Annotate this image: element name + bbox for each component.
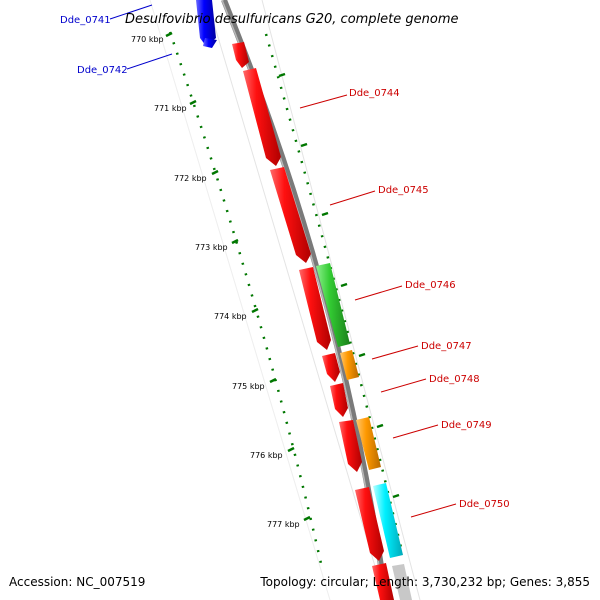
leader-line-dde-0750 [410,503,457,518]
major-tick [287,446,295,453]
gene-label-dde-0747[interactable]: Dde_0747 [421,341,472,352]
gene-label-dde-0741[interactable]: Dde_0741 [60,15,111,26]
scale-labels: 770 kbp 771 kbp 772 kbp 773 kbp 774 kbp … [131,35,300,529]
gene-dde-0741-arrow[interactable] [203,38,217,48]
scale-label-777: 777 kbp [267,520,300,529]
tick-track-inner [168,31,324,569]
leader-line-dde-0748 [380,378,427,393]
major-tick [321,211,329,217]
scale-label-772: 772 kbp [174,174,207,183]
major-tick [231,238,239,245]
major-tick [300,142,308,148]
gene-gray-arrow[interactable] [392,564,412,600]
gene-label-dde-0748[interactable]: Dde_0748 [429,374,480,385]
gene-label-dde-0744[interactable]: Dde_0744 [349,88,400,99]
gene-label-dde-0746[interactable]: Dde_0746 [405,280,456,291]
leader-line-dde-0747 [371,345,419,360]
gene-orange-arrow[interactable] [340,350,359,380]
major-ticks [165,31,400,522]
gene-label-dde-0745[interactable]: Dde_0745 [378,185,429,196]
leader-line-dde-0745 [329,190,376,206]
scale-label-771: 771 kbp [154,104,187,113]
gene-orange-arrow-2[interactable] [356,417,381,470]
scale-label-770: 770 kbp [131,35,164,44]
major-tick [211,169,219,176]
gene-label-dde-0750[interactable]: Dde_0750 [459,499,510,510]
gene-dde-0750-arrow[interactable] [355,487,384,561]
genome-summary-text: Topology: circular; Length: 3,730,232 bp… [260,575,590,589]
scale-label-776: 776 kbp [250,451,283,460]
gene-dde-0748-arrow[interactable] [330,383,348,417]
leader-line-dde-0742 [126,53,173,70]
outer-track-line [206,0,386,600]
gene-label-dde-0742[interactable]: Dde_0742 [77,65,128,76]
major-tick [189,99,197,106]
gene-dde-0743-arrow[interactable] [232,42,249,68]
gene-dde-0746-arrow[interactable] [299,267,331,350]
outer-track-line [261,0,421,600]
gene-dde-0744-arrow[interactable] [243,68,281,166]
accession-text: Accession: NC_007519 [9,575,146,589]
leader-line-dde-0749 [392,424,439,439]
gene-green-arrow[interactable] [316,263,350,347]
forward-genes [232,42,394,600]
gene-cyan-arrow[interactable] [373,483,403,558]
gene-label-dde-0749[interactable]: Dde_0749 [441,420,492,431]
major-tick [251,307,259,314]
major-tick [303,515,311,522]
major-tick [269,377,277,384]
leader-line-dde-0744 [299,94,348,109]
gene-dde-0747-arrow[interactable] [322,353,340,382]
red-leader-lines [299,94,457,518]
gene-dde-0742-arrow[interactable] [196,0,216,46]
major-tick [165,31,173,38]
outer-track-line [149,0,331,600]
scale-label-774: 774 kbp [214,312,247,321]
gene-dde-0749-arrow[interactable] [339,420,362,472]
gene-dde-0751-arrow[interactable] [372,563,394,600]
major-tick [358,352,366,358]
scale-label-775: 775 kbp [232,382,265,391]
major-tick [392,493,400,499]
major-tick [376,423,384,429]
gene-dde-0745-arrow[interactable] [270,167,311,263]
map-title: Desulfovibrio desulfuricans G20, complet… [125,12,459,27]
leader-line-dde-0746 [354,285,403,301]
major-tick [278,72,286,78]
leader-line-dde-0741 [109,4,153,20]
major-tick [340,282,348,288]
scale-label-773: 773 kbp [195,243,228,252]
